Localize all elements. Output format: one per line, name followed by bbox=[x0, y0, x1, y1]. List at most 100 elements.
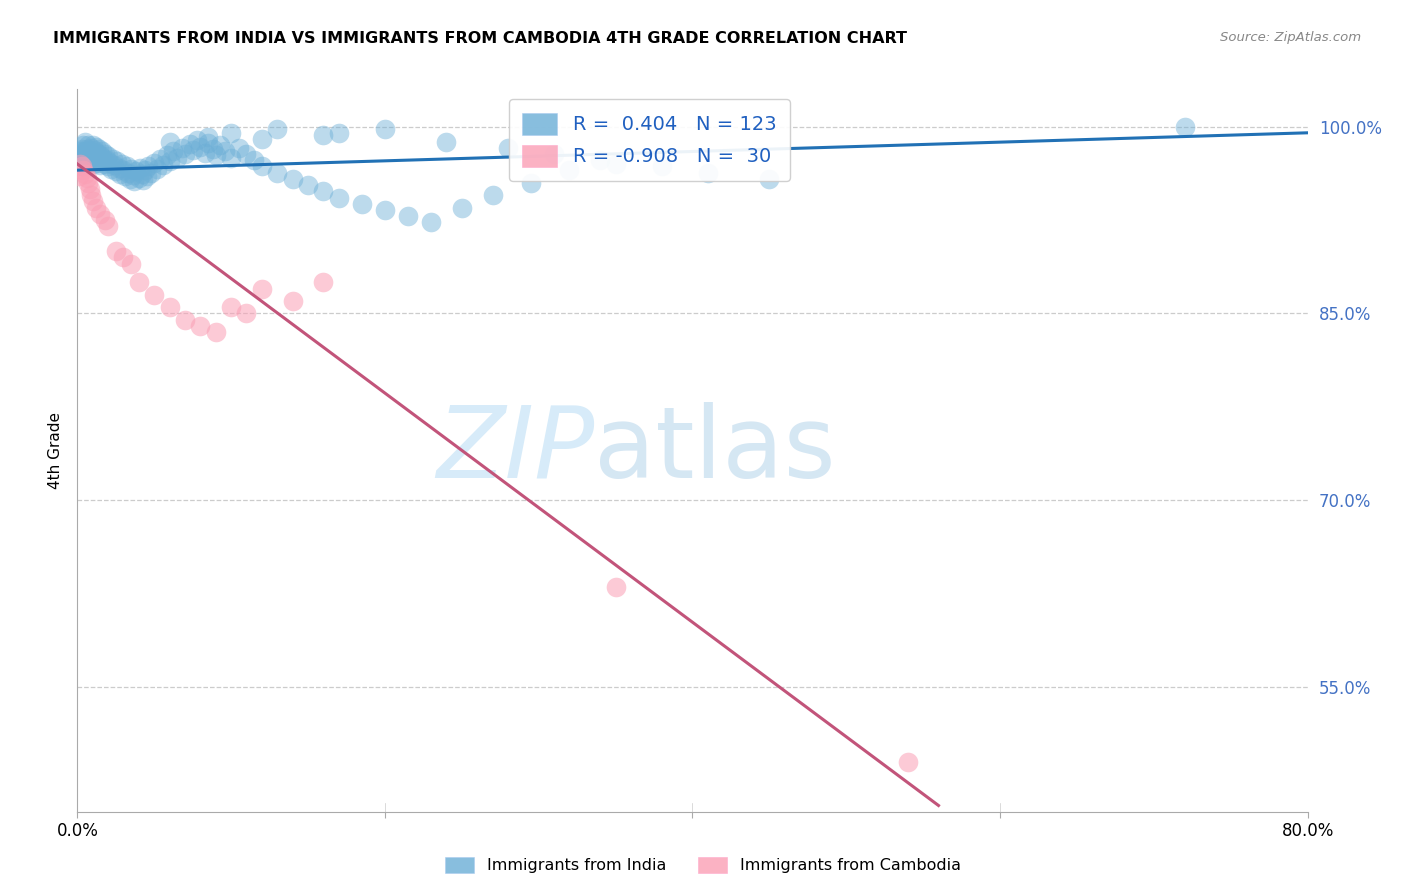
Point bbox=[758, 172, 780, 186]
Point bbox=[174, 312, 197, 326]
Point bbox=[84, 139, 107, 153]
Point bbox=[159, 135, 181, 149]
Point bbox=[543, 147, 565, 161]
Point bbox=[132, 173, 155, 187]
Point bbox=[69, 151, 91, 165]
Point bbox=[73, 154, 96, 169]
Point bbox=[605, 581, 627, 595]
Point bbox=[77, 176, 100, 190]
Point bbox=[90, 154, 114, 169]
Point bbox=[103, 158, 125, 172]
Point bbox=[1174, 120, 1197, 134]
Point bbox=[69, 145, 91, 159]
Point bbox=[219, 151, 242, 165]
Y-axis label: 4th Grade: 4th Grade bbox=[48, 412, 63, 489]
Point bbox=[159, 300, 181, 314]
Point bbox=[312, 185, 335, 199]
Point bbox=[209, 138, 232, 153]
Point bbox=[97, 219, 120, 234]
Point bbox=[312, 128, 335, 143]
Point bbox=[125, 164, 148, 178]
Point bbox=[152, 158, 174, 172]
Point bbox=[94, 157, 117, 171]
Point bbox=[79, 145, 101, 159]
Point bbox=[219, 300, 242, 314]
Point bbox=[96, 153, 118, 168]
Point bbox=[76, 170, 98, 185]
Point bbox=[129, 161, 152, 175]
Point bbox=[70, 142, 93, 156]
Point bbox=[250, 160, 273, 174]
Point bbox=[135, 169, 157, 184]
Point bbox=[72, 147, 94, 161]
Point bbox=[281, 172, 304, 186]
Point bbox=[136, 160, 159, 174]
Text: Source: ZipAtlas.com: Source: ZipAtlas.com bbox=[1220, 31, 1361, 45]
Point bbox=[117, 166, 139, 180]
Point bbox=[166, 151, 188, 165]
Point bbox=[105, 154, 128, 169]
Point bbox=[159, 154, 181, 169]
Point bbox=[197, 136, 219, 150]
Point bbox=[143, 287, 166, 301]
Point bbox=[67, 169, 90, 184]
Point bbox=[420, 215, 443, 229]
Point bbox=[87, 142, 110, 156]
Point bbox=[72, 157, 94, 171]
Point bbox=[155, 148, 177, 162]
Point bbox=[179, 136, 201, 151]
Point bbox=[120, 257, 142, 271]
Point bbox=[214, 145, 236, 159]
Point bbox=[100, 161, 122, 176]
Point bbox=[115, 160, 138, 174]
Point bbox=[72, 138, 94, 153]
Point bbox=[186, 133, 208, 147]
Point bbox=[118, 172, 141, 186]
Point bbox=[128, 170, 150, 185]
Point bbox=[374, 202, 396, 217]
Point bbox=[82, 147, 104, 161]
Point bbox=[84, 149, 107, 163]
Point bbox=[181, 143, 204, 157]
Point bbox=[605, 157, 627, 171]
Point bbox=[496, 141, 519, 155]
Point bbox=[104, 244, 127, 259]
Point bbox=[131, 167, 153, 181]
Text: ZIP: ZIP bbox=[436, 402, 595, 499]
Point bbox=[243, 153, 266, 168]
Point bbox=[114, 169, 136, 184]
Point bbox=[141, 166, 163, 180]
Legend: Immigrants from India, Immigrants from Cambodia: Immigrants from India, Immigrants from C… bbox=[439, 850, 967, 880]
Point bbox=[77, 138, 100, 153]
Point bbox=[281, 293, 304, 308]
Point bbox=[235, 147, 257, 161]
Point bbox=[70, 160, 93, 174]
Point bbox=[97, 149, 120, 163]
Point bbox=[76, 142, 98, 156]
Point bbox=[350, 196, 373, 211]
Point bbox=[83, 153, 105, 168]
Point bbox=[174, 147, 197, 161]
Point bbox=[77, 157, 100, 171]
Point bbox=[108, 161, 131, 175]
Point bbox=[162, 145, 184, 159]
Point bbox=[228, 141, 250, 155]
Point bbox=[73, 145, 96, 159]
Point bbox=[328, 191, 350, 205]
Point bbox=[558, 163, 581, 178]
Point bbox=[250, 281, 273, 295]
Point bbox=[80, 151, 103, 165]
Point bbox=[80, 141, 103, 155]
Point bbox=[94, 147, 117, 161]
Point bbox=[84, 201, 107, 215]
Point bbox=[481, 188, 503, 202]
Point bbox=[73, 135, 96, 149]
Point bbox=[589, 153, 612, 168]
Text: IMMIGRANTS FROM INDIA VS IMMIGRANTS FROM CAMBODIA 4TH GRADE CORRELATION CHART: IMMIGRANTS FROM INDIA VS IMMIGRANTS FROM… bbox=[53, 31, 907, 46]
Point bbox=[235, 306, 257, 320]
Point bbox=[79, 154, 101, 169]
Point bbox=[90, 145, 114, 159]
Point bbox=[94, 213, 117, 227]
Point bbox=[76, 151, 98, 165]
Point bbox=[93, 151, 115, 165]
